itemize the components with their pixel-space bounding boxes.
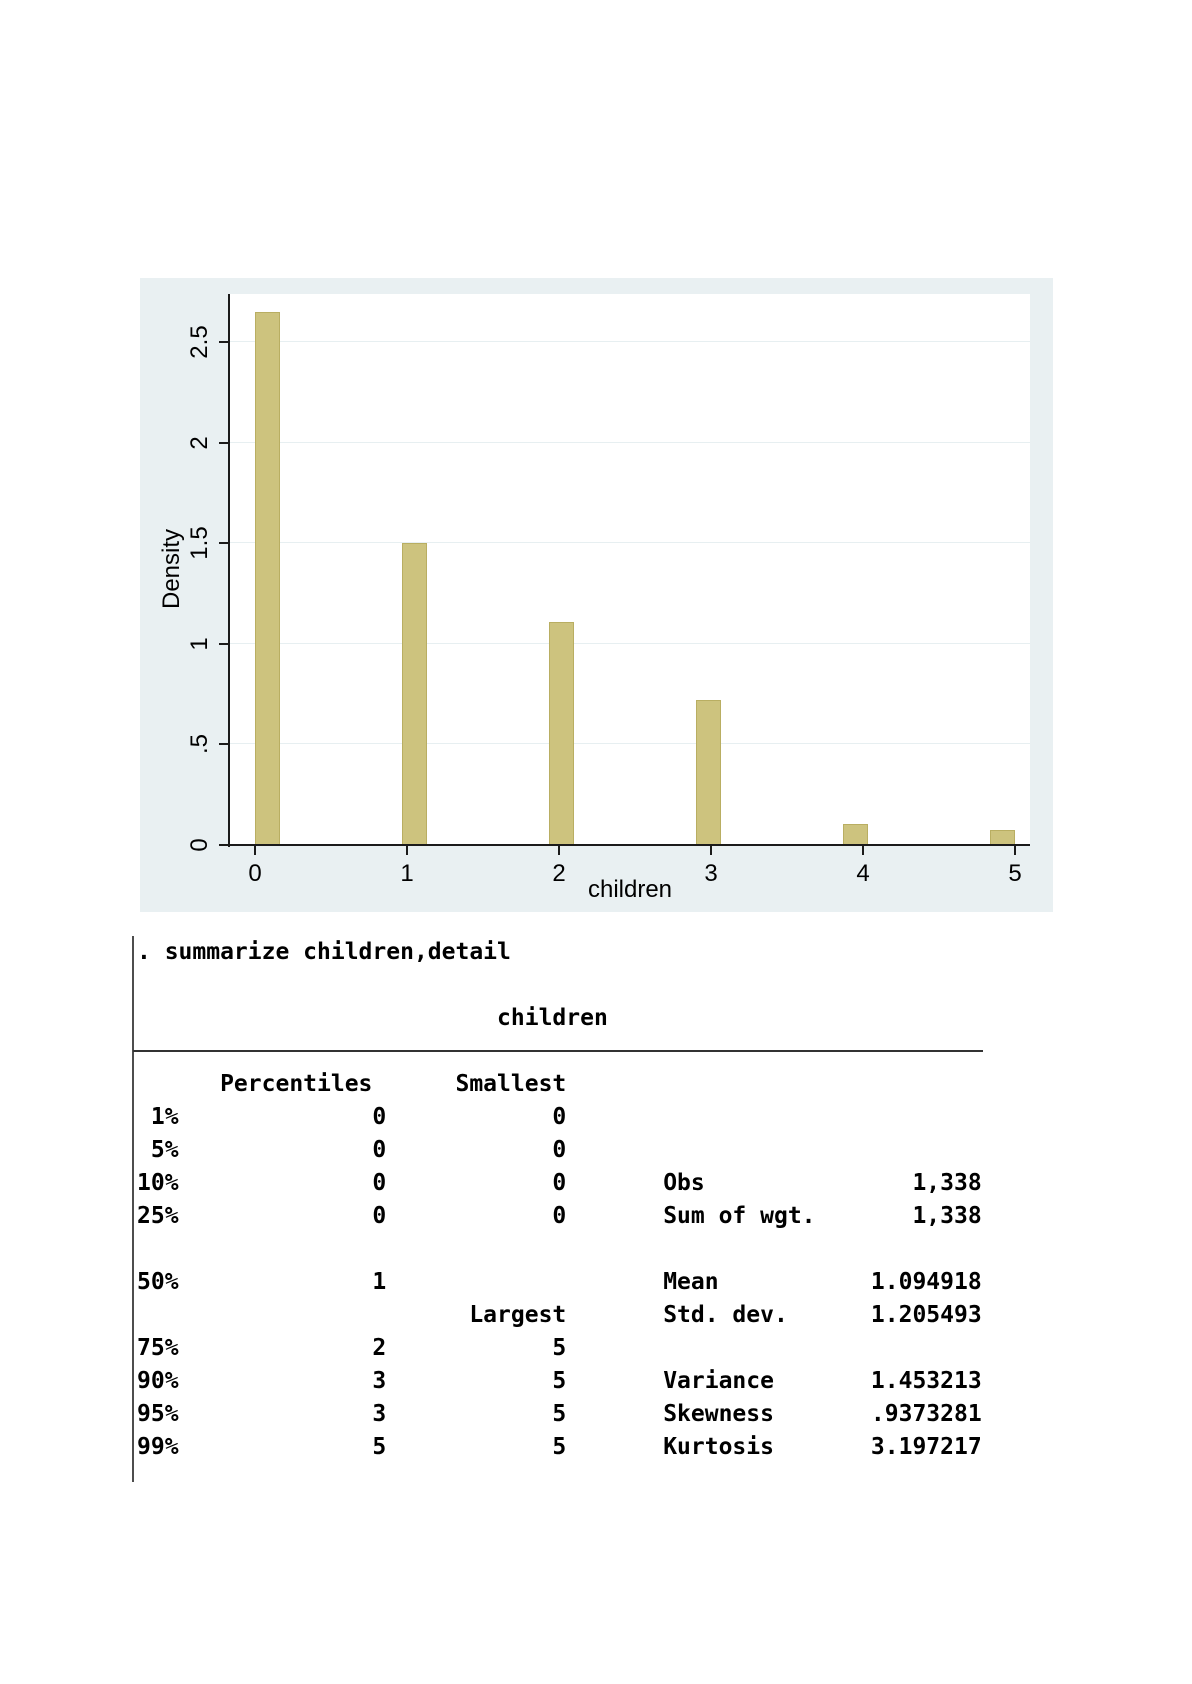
x-tick-label: 4 <box>856 860 870 887</box>
y-tick <box>219 542 228 545</box>
x-axis-line <box>228 844 1030 846</box>
y-tick-label: 2.5 <box>186 325 213 359</box>
x-tick <box>254 845 256 855</box>
gridline <box>230 743 1030 745</box>
histogram-bar <box>402 543 427 845</box>
y-axis-line <box>228 294 230 847</box>
x-tick-label: 0 <box>248 860 262 887</box>
y-tick-label: 2 <box>186 435 213 450</box>
table-rule <box>133 1050 983 1052</box>
x-tick-label: 5 <box>1008 860 1022 887</box>
x-tick-label: 1 <box>400 860 414 887</box>
histogram-chart: Density children 0 .5 1 1.5 2 2.5 0 1 2 3 4 5 <box>140 278 1053 912</box>
histogram-bar <box>549 621 574 845</box>
y-tick-label: 1.5 <box>186 526 213 560</box>
y-tick <box>219 441 228 444</box>
gridline <box>230 542 1030 544</box>
x-tick <box>406 845 408 855</box>
histogram-bar <box>696 700 721 845</box>
x-tick <box>710 845 712 855</box>
y-tick-label: 1 <box>186 637 213 651</box>
x-tick <box>1014 845 1016 855</box>
summarize-output-text: . summarize children,detail children Per… <box>137 939 982 1460</box>
x-axis-title: children <box>587 876 673 903</box>
y-tick <box>219 341 228 343</box>
histogram-bar <box>990 829 1015 845</box>
y-tick <box>219 844 228 846</box>
plot-area <box>230 294 1030 845</box>
histogram-bar <box>843 823 868 845</box>
y-axis-title: Density <box>158 528 185 610</box>
y-tick-label: .5 <box>186 734 213 755</box>
x-tick <box>862 845 864 855</box>
y-tick-label: 0 <box>186 838 213 852</box>
x-tick <box>558 845 560 855</box>
y-tick <box>219 642 228 645</box>
gridline <box>230 341 1030 342</box>
histogram-bar <box>255 311 280 845</box>
gridline <box>230 441 1030 443</box>
x-tick-label: 3 <box>704 860 718 887</box>
x-tick-label: 2 <box>552 860 566 887</box>
gridline <box>230 642 1030 644</box>
output-left-border <box>132 936 134 1482</box>
y-tick <box>219 743 228 746</box>
